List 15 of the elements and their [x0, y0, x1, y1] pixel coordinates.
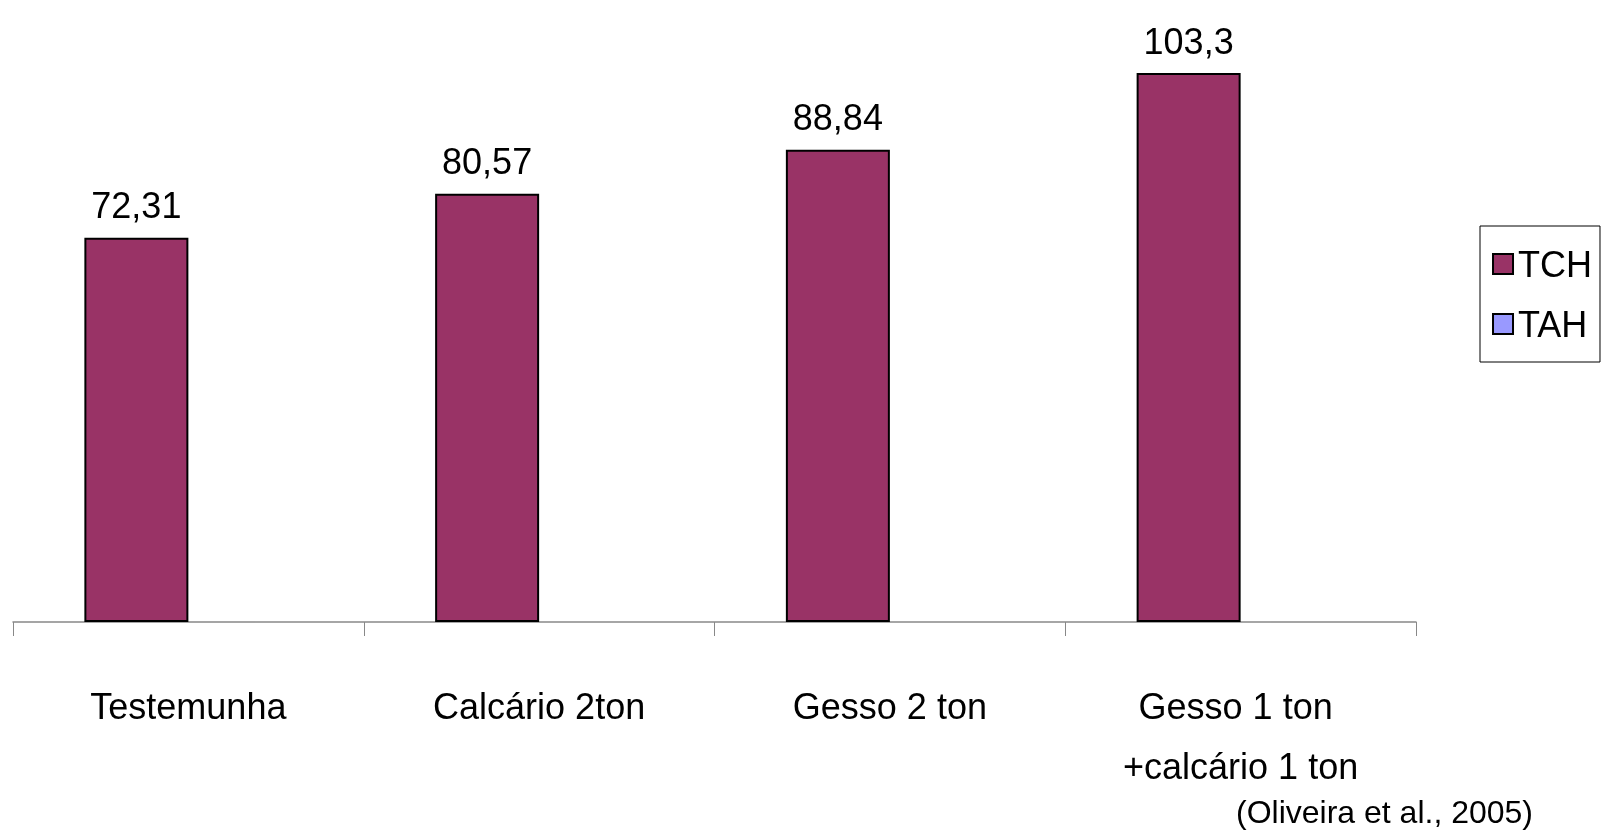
legend-label: TCH [1518, 243, 1593, 285]
text: (Oliveira et al., 2005) [1235, 794, 1533, 830]
legend-label: TAH [1518, 303, 1588, 345]
data-label: 80,57 [442, 141, 533, 183]
bar [84, 237, 189, 622]
bar [1136, 73, 1241, 622]
data-label: 88,84 [792, 97, 883, 139]
data-label: 72,31 [91, 185, 182, 227]
x-tick-label: Testemunha [90, 685, 288, 727]
data-label: 103,3 [1143, 20, 1234, 62]
x-tick-label: Gesso 2 ton [792, 685, 987, 727]
bar [785, 149, 890, 622]
bar [435, 193, 540, 622]
x-tick-label: Gesso 1 ton +calcário 1 ton [1123, 685, 1359, 787]
x-tick-label: Calcário 2ton [433, 685, 646, 727]
